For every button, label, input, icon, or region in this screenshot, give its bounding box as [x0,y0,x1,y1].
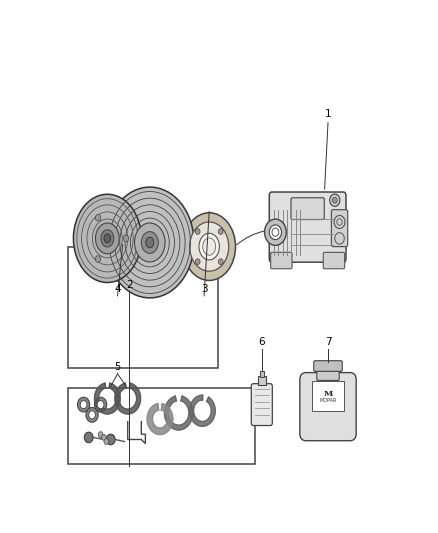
Polygon shape [95,383,120,414]
Bar [68,247,218,368]
Ellipse shape [190,222,229,271]
Circle shape [84,432,93,443]
Ellipse shape [95,223,119,254]
Circle shape [80,400,87,409]
Text: 1: 1 [325,109,331,119]
Circle shape [265,219,286,245]
Bar [68,388,255,464]
Circle shape [195,229,200,235]
Circle shape [95,256,101,262]
Circle shape [95,214,101,221]
Circle shape [97,400,104,409]
Text: M: M [323,390,332,398]
FancyBboxPatch shape [314,361,342,372]
Ellipse shape [134,223,165,262]
Circle shape [330,194,340,206]
Circle shape [219,259,223,264]
Circle shape [95,397,107,412]
FancyBboxPatch shape [271,252,292,269]
Circle shape [86,407,98,422]
Bar [258,376,266,385]
Ellipse shape [101,230,114,247]
Circle shape [102,434,106,440]
FancyBboxPatch shape [300,373,356,441]
FancyBboxPatch shape [269,192,346,262]
Polygon shape [190,395,215,426]
FancyBboxPatch shape [251,384,272,425]
Polygon shape [164,396,193,430]
Ellipse shape [106,187,194,298]
Ellipse shape [141,232,158,253]
Text: 6: 6 [258,337,265,347]
Circle shape [219,229,223,235]
Polygon shape [147,403,173,434]
Circle shape [195,259,200,264]
FancyBboxPatch shape [323,252,345,269]
Ellipse shape [146,237,154,248]
FancyBboxPatch shape [291,198,324,220]
Text: 7: 7 [325,337,331,347]
Text: 5: 5 [114,362,121,372]
Ellipse shape [199,233,219,260]
Circle shape [332,197,337,203]
Ellipse shape [203,238,215,255]
Text: 3: 3 [201,284,208,294]
Ellipse shape [104,234,111,243]
Bar [260,370,264,377]
Circle shape [104,439,109,445]
Ellipse shape [183,213,236,280]
Circle shape [124,235,129,241]
Text: 2: 2 [126,280,133,290]
Text: MOPAR: MOPAR [319,398,337,403]
Circle shape [88,411,95,419]
Circle shape [98,432,103,438]
Polygon shape [115,383,141,414]
Ellipse shape [74,194,141,282]
FancyBboxPatch shape [312,381,344,411]
Circle shape [269,227,275,234]
Circle shape [106,434,115,445]
Circle shape [269,225,282,240]
Text: 4: 4 [114,284,121,294]
FancyBboxPatch shape [317,368,339,381]
Circle shape [78,397,90,412]
FancyBboxPatch shape [332,209,348,247]
